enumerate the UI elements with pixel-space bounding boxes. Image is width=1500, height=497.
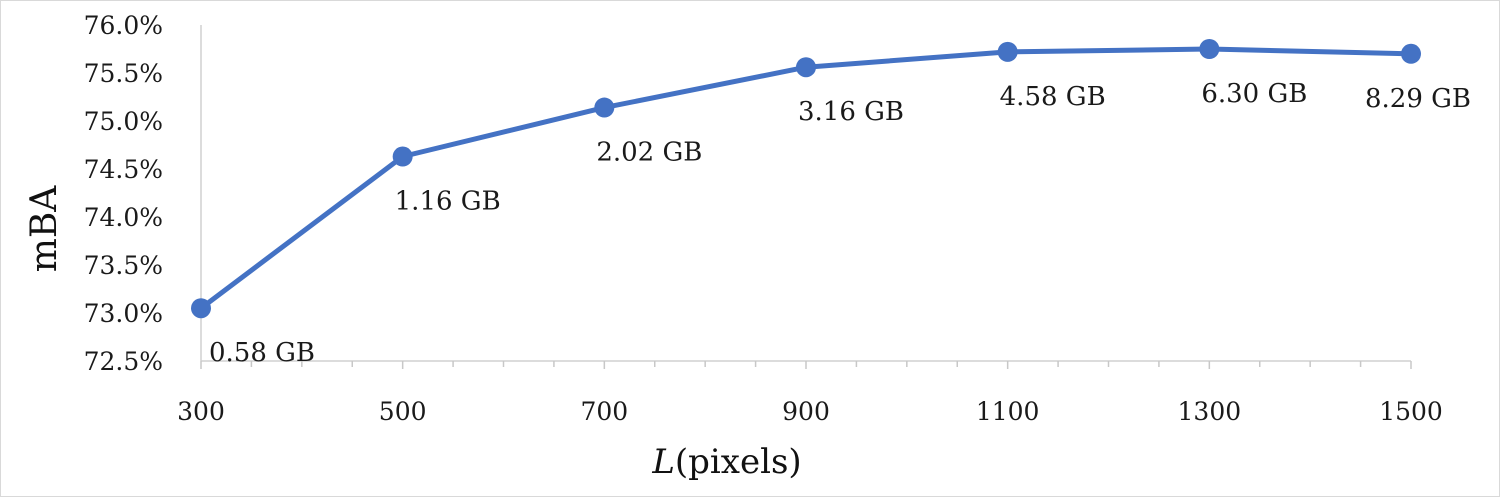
y-tick-label: 75.0% xyxy=(84,107,163,136)
data-point xyxy=(1199,39,1220,59)
y-tick-label: 72.5% xyxy=(84,347,163,376)
data-point xyxy=(594,97,615,118)
x-tick-label: 1500 xyxy=(1379,397,1443,426)
series-group xyxy=(191,39,1421,319)
y-tick-label: 74.5% xyxy=(84,155,163,184)
data-labels: 0.58 GB 1.16 GB 2.02 GB 3.16 GB 4.58 GB 6.30 … xyxy=(209,79,1471,368)
x-tick-label: 1100 xyxy=(976,397,1040,426)
data-point xyxy=(191,298,211,319)
data-label: 8.29 GB xyxy=(1365,84,1471,114)
y-tick-label: 75.5% xyxy=(84,59,163,88)
y-tick-label: 73.0% xyxy=(84,299,163,328)
data-label: 3.16 GB xyxy=(798,97,904,127)
y-axis: 72.5% 73.0% 73.5% 74.0% 74.5% 75.0% 75.5% 76.0% xyxy=(84,11,202,376)
data-point xyxy=(1401,43,1421,64)
y-tick-label: 73.5% xyxy=(84,251,163,280)
x-tick-label: 500 xyxy=(379,397,427,426)
y-tick-label: 76.0% xyxy=(84,11,163,40)
data-label: 4.58 GB xyxy=(1000,82,1106,112)
x-axis-variable: L xyxy=(651,442,675,482)
data-point xyxy=(796,57,816,78)
x-tick-label: 300 xyxy=(177,397,225,426)
x-axis: 300 500 700 900 1100 1300 1500 xyxy=(177,360,1443,426)
data-label: 6.30 GB xyxy=(1201,79,1307,109)
x-axis-title: L(pixels) xyxy=(651,442,801,482)
x-axis-unit: (pixels) xyxy=(675,442,802,482)
data-label: 1.16 GB xyxy=(395,187,501,217)
data-label: 2.02 GB xyxy=(596,138,702,168)
x-tick-label: 1300 xyxy=(1178,397,1242,426)
y-tick-label: 74.0% xyxy=(84,203,163,232)
x-tick-label: 700 xyxy=(580,397,628,426)
data-point xyxy=(997,41,1018,62)
x-tick-label: 900 xyxy=(782,397,830,426)
data-point xyxy=(392,146,413,167)
y-axis-title: mBA xyxy=(24,185,65,273)
data-label: 0.58 GB xyxy=(209,338,315,368)
